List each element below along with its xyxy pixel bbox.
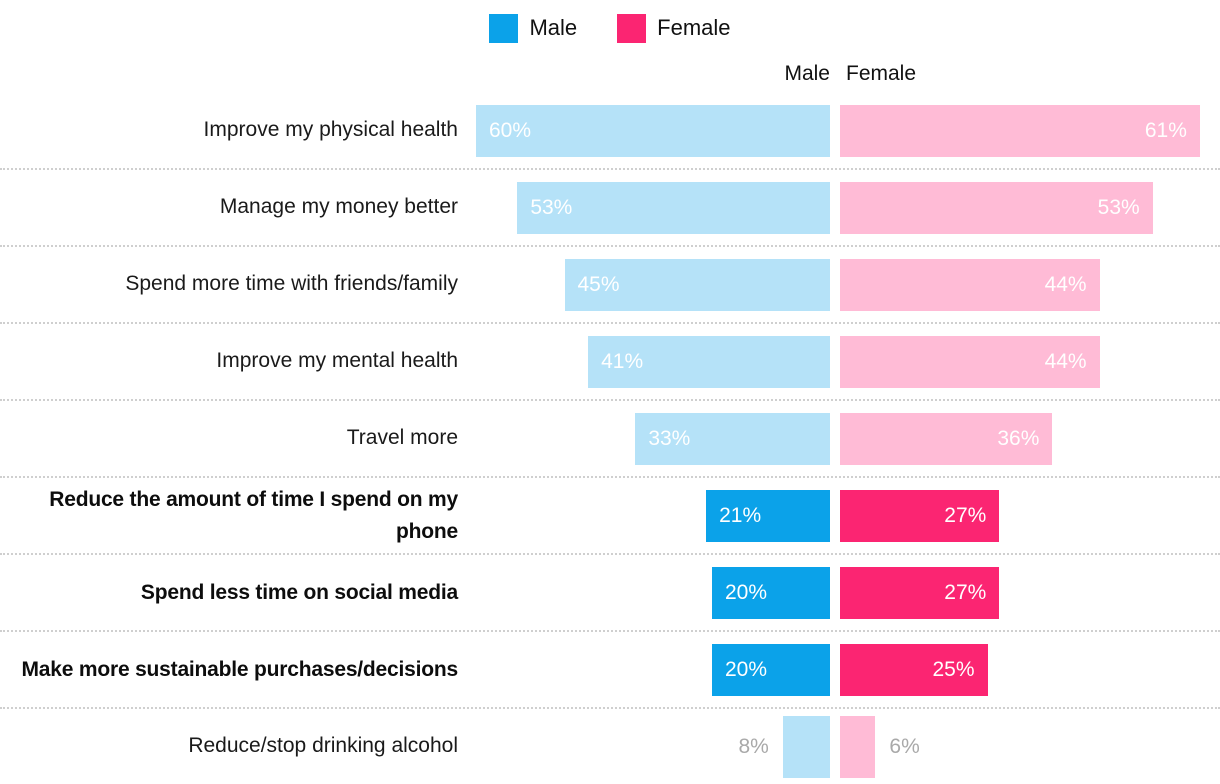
male-swatch-icon bbox=[489, 13, 519, 43]
category-label: Spend more time with friends/family bbox=[125, 272, 458, 296]
legend-item-female: Female bbox=[617, 13, 731, 43]
male-bar: 60% bbox=[476, 104, 830, 157]
male-bar: 45% bbox=[564, 258, 830, 311]
female-bar: 53% bbox=[840, 181, 1153, 234]
female-track: 27% bbox=[840, 489, 1220, 542]
male-bar: 21% bbox=[706, 489, 830, 542]
category-label: Travel more bbox=[346, 426, 458, 450]
female-track: 25% bbox=[840, 643, 1220, 696]
chart-row: Spend less time on social media 20% 27% bbox=[0, 555, 1220, 632]
chart-row: Make more sustainable purchases/decision… bbox=[0, 632, 1220, 709]
female-value-label: 61% bbox=[1144, 118, 1187, 142]
male-track: 45% bbox=[460, 258, 830, 311]
female-value-label: 6% bbox=[889, 734, 920, 758]
chart-rows: Improve my physical health 60% 61% Manage m… bbox=[0, 93, 1220, 784]
chart-row: Reduce the amount of time I spend on my … bbox=[0, 478, 1220, 555]
female-value-label: 25% bbox=[932, 657, 975, 681]
female-bar: 25% bbox=[840, 643, 988, 696]
female-track: 61% bbox=[840, 104, 1220, 157]
female-value-label: 27% bbox=[944, 503, 987, 527]
legend-male-label: Male bbox=[529, 15, 578, 40]
female-value-label: 27% bbox=[944, 580, 987, 604]
column-header-female: Female bbox=[846, 62, 917, 85]
female-value-label: 44% bbox=[1044, 272, 1087, 296]
female-value-label: 44% bbox=[1044, 349, 1087, 373]
male-value-label: 60% bbox=[489, 118, 532, 142]
female-bar: 44% bbox=[840, 258, 1100, 311]
male-bar: 53% bbox=[517, 181, 830, 234]
column-header-male: Male bbox=[784, 62, 830, 85]
chart-row: Manage my money better 53% 53% bbox=[0, 170, 1220, 247]
chart-row: Travel more 33% 36% bbox=[0, 401, 1220, 478]
male-value-label: 33% bbox=[648, 426, 691, 450]
male-track: 53% bbox=[460, 181, 830, 234]
category-label: Spend less time on social media bbox=[140, 580, 458, 604]
female-track: 36% bbox=[840, 412, 1220, 465]
female-track: 44% bbox=[840, 335, 1220, 388]
female-bar: 44% bbox=[840, 335, 1100, 388]
female-bar: 36% bbox=[840, 412, 1053, 465]
male-value-label: 20% bbox=[725, 580, 768, 604]
male-value-label: 8% bbox=[738, 734, 769, 758]
legend-item-male: Male bbox=[489, 13, 578, 43]
male-bar: 41% bbox=[588, 335, 830, 388]
female-bar: 61% bbox=[840, 104, 1200, 157]
male-value-label: 45% bbox=[577, 272, 620, 296]
female-track: 53% bbox=[840, 181, 1220, 234]
male-track: 8% bbox=[460, 715, 830, 778]
male-value-label: 41% bbox=[601, 349, 644, 373]
female-track: 27% bbox=[840, 566, 1220, 619]
female-value-label: 36% bbox=[997, 426, 1040, 450]
male-track: 60% bbox=[460, 104, 830, 157]
male-value-label: 53% bbox=[530, 195, 573, 219]
category-label: Make more sustainable purchases/decision… bbox=[21, 657, 459, 681]
chart-row: Spend more time with friends/family 45% 44… bbox=[0, 247, 1220, 324]
chart-row: Improve my physical health 60% 61% bbox=[0, 93, 1220, 170]
female-bar: 27% bbox=[840, 566, 1000, 619]
female-bar bbox=[840, 715, 876, 778]
male-bar bbox=[782, 715, 830, 778]
chart-row: Reduce/stop drinking alcohol 8% 6% bbox=[0, 709, 1220, 784]
male-value-label: 20% bbox=[725, 657, 768, 681]
category-label: Reduce the amount of time I spend on my … bbox=[49, 488, 458, 543]
female-track: 6% bbox=[840, 715, 1220, 778]
male-track: 21% bbox=[460, 489, 830, 542]
legend: Male Female bbox=[0, 0, 1220, 52]
category-label: Improve my physical health bbox=[203, 118, 458, 142]
male-bar: 33% bbox=[635, 412, 830, 465]
male-track: 33% bbox=[460, 412, 830, 465]
male-track: 20% bbox=[460, 566, 830, 619]
male-bar: 20% bbox=[712, 566, 830, 619]
male-bar: 20% bbox=[712, 643, 830, 696]
category-label: Reduce/stop drinking alcohol bbox=[188, 734, 458, 758]
male-value-label: 21% bbox=[719, 503, 762, 527]
category-label: Manage my money better bbox=[219, 195, 458, 219]
female-track: 44% bbox=[840, 258, 1220, 311]
female-value-label: 53% bbox=[1097, 195, 1140, 219]
legend-female-label: Female bbox=[657, 15, 731, 40]
chart-row: Improve my mental health 41% 44% bbox=[0, 324, 1220, 401]
male-track: 41% bbox=[460, 335, 830, 388]
male-track: 20% bbox=[460, 643, 830, 696]
column-headers: Male Female bbox=[0, 52, 1220, 93]
female-swatch-icon bbox=[617, 13, 647, 43]
category-label: Improve my mental health bbox=[216, 349, 458, 373]
female-bar: 27% bbox=[840, 489, 1000, 542]
